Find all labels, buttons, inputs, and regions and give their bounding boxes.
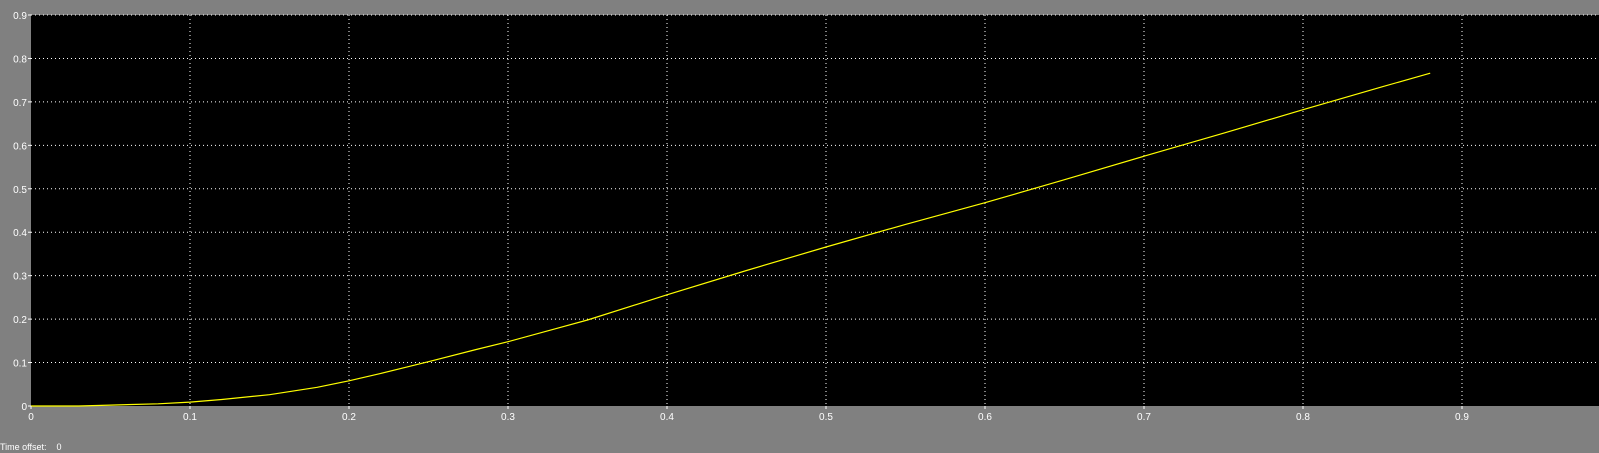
time-offset-label: Time offset: [0,442,47,452]
x-tick-label: 0.5 [819,412,833,423]
y-axis: 0 0.1 0.2 0.3 0.4 0.5 0.6 0.7 0.8 0.9 [13,11,31,413]
trace-layer [31,72,1431,407]
y-tick-label: 0.8 [13,54,27,65]
plot-area [31,15,1599,406]
x-tick-label: 0.4 [660,412,674,423]
y-tick-label: 0.7 [13,98,27,109]
x-tick-label: 0.1 [183,412,197,423]
x-axis: 0 0.1 0.2 0.3 0.4 0.5 0.6 0.7 0.8 0.9 [28,406,1469,423]
x-tick-label: 0 [28,412,34,423]
x-tick-label: 0.3 [501,412,515,423]
x-tick-label: 0.6 [978,412,992,423]
y-tick-label: 0.5 [13,185,27,196]
x-tick-label: 0.7 [1137,412,1151,423]
y-tick-label: 0.1 [13,359,27,370]
y-tick-label: 0.3 [13,272,27,283]
y-tick-label: 0.2 [13,315,27,326]
y-tick-label: 0 [21,402,27,413]
y-tick-label: 0.9 [13,11,27,22]
y-tick-label: 0.6 [13,141,27,152]
x-tick-label: 0.2 [342,412,356,423]
x-tick-label: 0.8 [1296,412,1310,423]
grid-lines [31,14,1599,406]
x-tick-label: 0.9 [1455,412,1469,423]
y-tick-label: 0.4 [13,228,27,239]
series-line-1 [31,72,1431,407]
time-offset-value: 0 [56,442,62,452]
time-offset-readout: Time offset: 0 [0,441,62,453]
